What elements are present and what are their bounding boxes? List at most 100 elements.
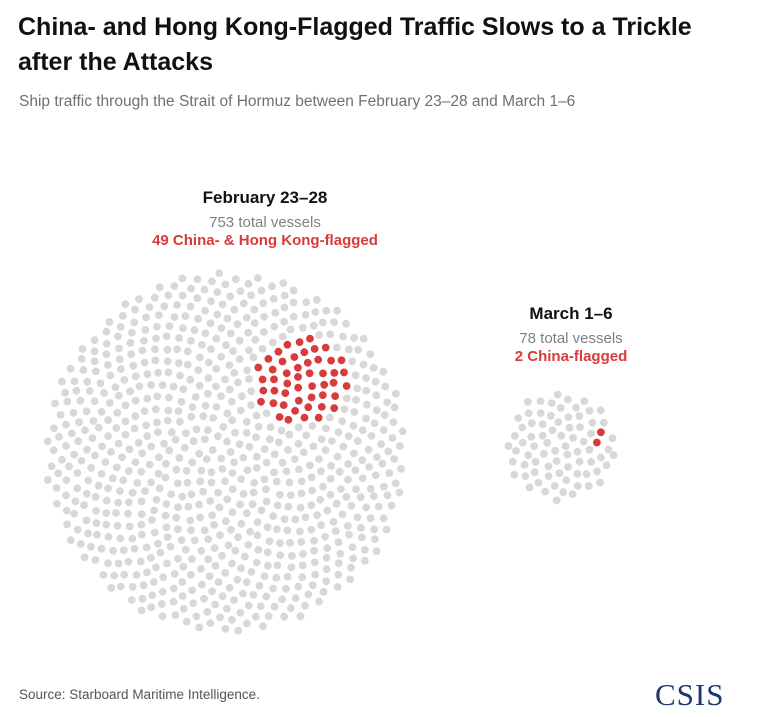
csis-logo: CSIS (655, 677, 725, 712)
vessel-dot (307, 473, 316, 482)
vessel-dot (163, 357, 172, 366)
vessel-dot (102, 496, 111, 505)
vessel-dot (162, 500, 171, 508)
vessel-dot (257, 286, 266, 295)
vessel-dot (178, 492, 187, 501)
vessel-dot (217, 392, 225, 401)
vessel-dot (260, 475, 269, 484)
vessel-dot (116, 365, 125, 373)
vessel-dot (270, 468, 278, 477)
vessel-dot (536, 409, 545, 417)
vessel-dot (340, 405, 349, 414)
group-flagged: 2 China-flagged (514, 348, 628, 365)
vessel-dot (83, 445, 91, 454)
vessel-dot (197, 466, 206, 475)
vessel-dot (254, 546, 263, 554)
vessel-dot (301, 513, 310, 522)
vessel-dot (181, 545, 190, 554)
vessel-dot (568, 490, 577, 498)
vessel-dot (333, 306, 342, 315)
vessel-dot (573, 470, 582, 478)
vessel-dot (101, 458, 110, 466)
vessel-dot (562, 476, 571, 485)
vessel-dot (195, 623, 204, 632)
flagged-vessel-dot (310, 345, 319, 353)
vessel-dot (199, 487, 208, 496)
vessel-dot (224, 541, 233, 549)
vessel-dot (102, 520, 111, 529)
vessel-dot (104, 484, 112, 493)
vessel-dot (319, 318, 327, 327)
vessel-dot (174, 503, 182, 512)
vessel-dot (148, 591, 157, 600)
vessel-dot (167, 490, 176, 498)
flagged-vessel-dot (304, 403, 313, 412)
vessel-dot (93, 530, 101, 539)
vessel-dot (252, 433, 260, 442)
vessel-dot (366, 514, 375, 523)
vessel-dot (90, 347, 99, 356)
vessel-dot (110, 571, 119, 580)
vessel-dot (87, 542, 95, 551)
vessel-dot (210, 521, 219, 529)
vessel-dot (192, 425, 201, 434)
vessel-dot (344, 475, 352, 484)
vessel-dot (187, 490, 196, 499)
vessel-dot (335, 467, 344, 476)
vessel-dot (76, 396, 85, 405)
flagged-vessel-dot (331, 392, 339, 400)
vessel-dot (204, 535, 213, 544)
vessel-dot (62, 442, 70, 450)
vessel-dot (357, 524, 365, 532)
vessel-dot (175, 454, 184, 462)
vessel-dot (239, 453, 248, 462)
vessel-dot (236, 287, 245, 296)
vessel-dot (62, 476, 71, 484)
vessel-dot (289, 286, 298, 295)
vessel-dot (398, 427, 407, 436)
vessel-dot (597, 453, 605, 462)
vessel-dot (362, 386, 371, 395)
vessel-dot (186, 375, 195, 384)
vessel-dot (145, 303, 154, 311)
vessel-dot (552, 496, 561, 505)
vessel-dot (546, 411, 555, 420)
vessel-dot (125, 522, 134, 531)
vessel-dot (131, 372, 140, 381)
flagged-vessel-dot (294, 373, 302, 381)
flagged-vessel-dot (281, 389, 290, 397)
flagged-vessel-dot (295, 338, 304, 346)
vessel-dot (580, 397, 589, 405)
vessel-dot (242, 313, 251, 322)
vessel-dot (317, 467, 325, 476)
vessel-dot (384, 447, 393, 456)
vessel-dot (183, 347, 192, 356)
vessel-dot (214, 578, 223, 586)
vessel-dot (264, 612, 273, 621)
vessel-dot (182, 617, 191, 626)
vessel-dot (317, 521, 325, 529)
vessel-dot (351, 371, 360, 380)
vessel-dot (343, 522, 352, 530)
vessel-dot (330, 318, 338, 326)
vessel-dot (142, 543, 151, 552)
vessel-dot (203, 389, 212, 398)
vessel-dot (150, 293, 159, 302)
vessel-dot (216, 613, 225, 622)
vessel-dot (155, 484, 164, 493)
vessel-dot (186, 302, 195, 311)
vessel-dot (223, 604, 231, 613)
vessel-dot (140, 407, 149, 416)
vessel-dot (221, 375, 229, 384)
vessel-dot (191, 393, 200, 401)
vessel-dot (105, 399, 114, 407)
vessel-dot (181, 312, 190, 320)
vessel-dot (604, 445, 613, 454)
vessel-dot (564, 395, 572, 404)
vessel-dot (599, 418, 608, 427)
vessel-dot (163, 533, 172, 541)
vessel-dot (162, 523, 171, 532)
vessel-dot (239, 589, 247, 598)
vessel-dot (223, 437, 231, 446)
vessel-dot (339, 332, 347, 341)
